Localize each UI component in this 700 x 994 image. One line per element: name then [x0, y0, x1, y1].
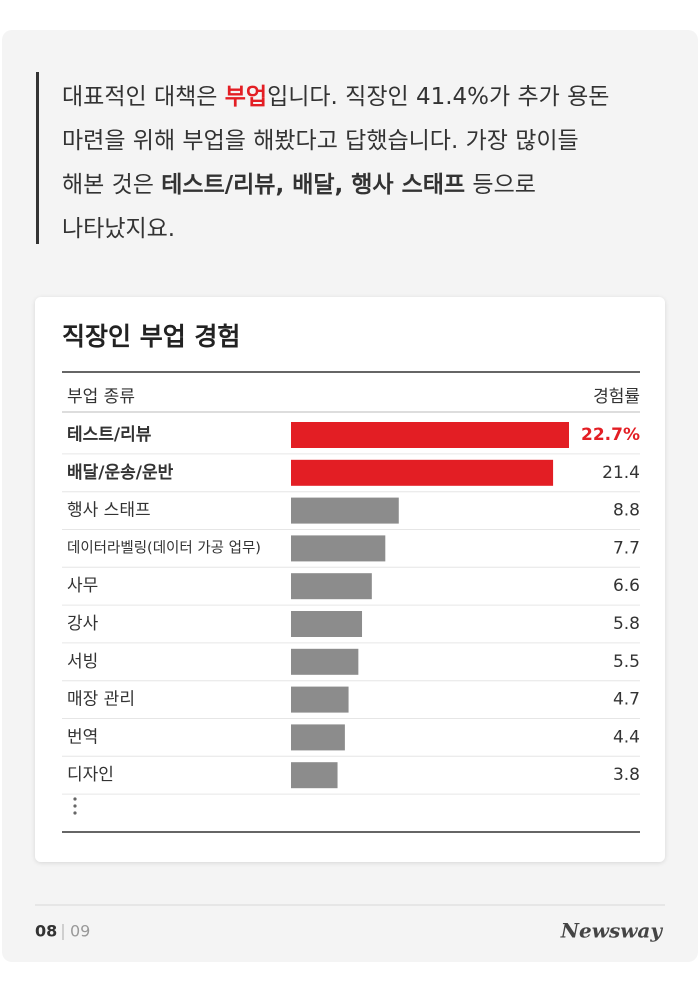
intro-segment: 마련을 위해 부업을 해봤다고 답했습니다. 가장 많이들 — [62, 128, 579, 154]
bar — [291, 535, 386, 562]
intro-segment: 대표적인 대책은 — [62, 84, 225, 110]
bar — [291, 648, 359, 675]
value-label: 5.5 — [613, 652, 640, 672]
bar — [291, 422, 569, 448]
bar — [291, 724, 345, 751]
bar — [291, 459, 554, 486]
bar — [291, 686, 349, 713]
intro-line: 마련을 위해 부업을 해봤다고 답했습니다. 가장 많이들 — [62, 128, 579, 154]
category-label: 번역 — [67, 727, 98, 747]
value-label: 4.4 — [613, 727, 640, 747]
bar — [291, 497, 399, 524]
category-label: 디자인 — [67, 765, 114, 785]
category-label: 테스트/리뷰 — [67, 425, 152, 445]
category-label: 매장 관리 — [67, 690, 135, 710]
bar — [291, 762, 338, 789]
intro-segment: 해본 것은 — [62, 172, 161, 198]
more-icon — [73, 797, 77, 815]
brand: Newsway — [560, 919, 664, 943]
intro-segment: 테스트/리뷰, 배달, 행사 스태프 — [161, 172, 465, 198]
value-label: 22.7% — [581, 425, 640, 445]
intro-line: 해본 것은 테스트/리뷰, 배달, 행사 스태프 등으로 — [62, 172, 536, 198]
chart-title: 직장인 부업 경험 — [62, 322, 240, 351]
value-label: 5.8 — [613, 614, 640, 634]
intro-line: 대표적인 대책은 부업입니다. 직장인 41.4%가 추가 용돈 — [62, 84, 609, 110]
category-label: 행사 스태프 — [67, 501, 151, 521]
value-label: 3.8 — [613, 765, 640, 785]
intro-segment: 등으로 — [465, 172, 536, 198]
rows: 테스트/리뷰 22.7% 배달/운송/운반 21.4 행사 스태프 8.8 데이터라벨링(데… — [62, 422, 640, 795]
category-label: 데이터라벨링(데이터 가공 업무) — [67, 539, 261, 556]
category-label: 사무 — [67, 576, 98, 596]
category-label: 강사 — [67, 614, 99, 634]
category-label: 배달/운송/운반 — [67, 462, 174, 483]
intro-segment: 나타났지요. — [62, 216, 175, 242]
quote-bar — [36, 72, 39, 244]
value-label: 21.4 — [602, 463, 640, 483]
intro-segment: 부업 — [225, 84, 267, 110]
category-header: 부업 종류 — [67, 387, 135, 407]
category-label: 서빙 — [67, 652, 98, 672]
page-number: 08 — [35, 922, 57, 941]
value-label: 6.6 — [613, 576, 640, 596]
bar — [291, 611, 363, 637]
value-label: 4.7 — [613, 690, 640, 710]
bar — [291, 573, 372, 600]
value-label: 8.8 — [613, 501, 640, 521]
page-total: 09 — [70, 922, 90, 941]
intro-segment: 입니다. 직장인 41.4%가 추가 용돈 — [267, 84, 609, 110]
value-label: 7.7 — [613, 538, 640, 558]
value-header: 경험률 — [593, 387, 640, 407]
intro-line: 나타났지요. — [62, 216, 175, 242]
